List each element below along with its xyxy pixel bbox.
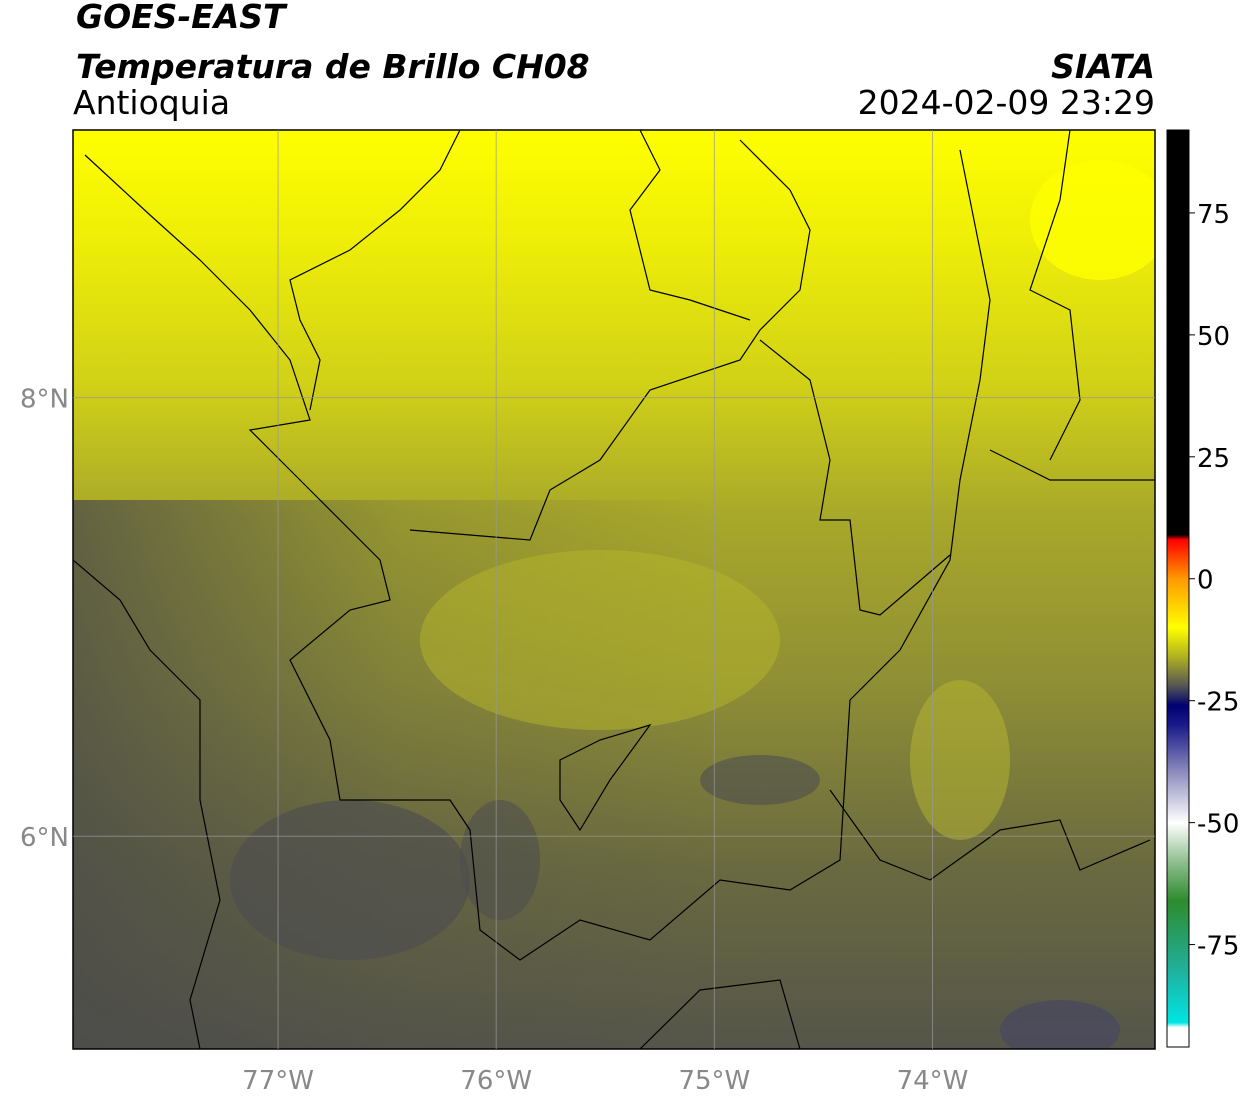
colorbar-tick-label: -75 — [1197, 932, 1239, 962]
agency: SIATA — [1051, 47, 1155, 86]
lon-tick-label: 76°W — [460, 1066, 532, 1096]
colorbar-tick-label: 75 — [1197, 200, 1230, 230]
lat-tick-label: 8°N — [20, 385, 69, 415]
colorbar-tick-label: -50 — [1197, 810, 1239, 840]
lon-tick-label: 74°W — [897, 1066, 969, 1096]
colorbar-tick-label: 25 — [1197, 444, 1230, 474]
timestamp: 2024-02-09 23:29 — [858, 83, 1155, 122]
colorbar-tick-label: 50 — [1197, 322, 1230, 352]
map-field — [73, 130, 1155, 1049]
boundaries — [73, 130, 1155, 1049]
satellite: GOES-EAST — [76, 0, 288, 36]
lon-tick-label: 77°W — [242, 1066, 314, 1096]
colorbar-tick-label: -25 — [1197, 688, 1239, 718]
lat-tick-label: 6°N — [20, 823, 69, 853]
product: Temperatura de Brillo CH08 — [76, 47, 590, 86]
colorbar — [1166, 129, 1190, 1048]
colorbar-tick-label: 0 — [1197, 566, 1214, 596]
lon-tick-label: 75°W — [678, 1066, 750, 1096]
map-frame — [72, 129, 1156, 1050]
region: Antioquia — [73, 83, 230, 122]
